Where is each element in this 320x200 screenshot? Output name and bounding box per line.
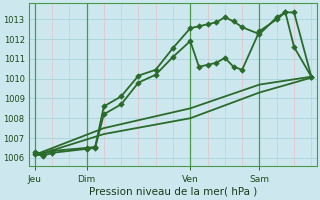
X-axis label: Pression niveau de la mer( hPa ): Pression niveau de la mer( hPa ) <box>89 187 257 197</box>
